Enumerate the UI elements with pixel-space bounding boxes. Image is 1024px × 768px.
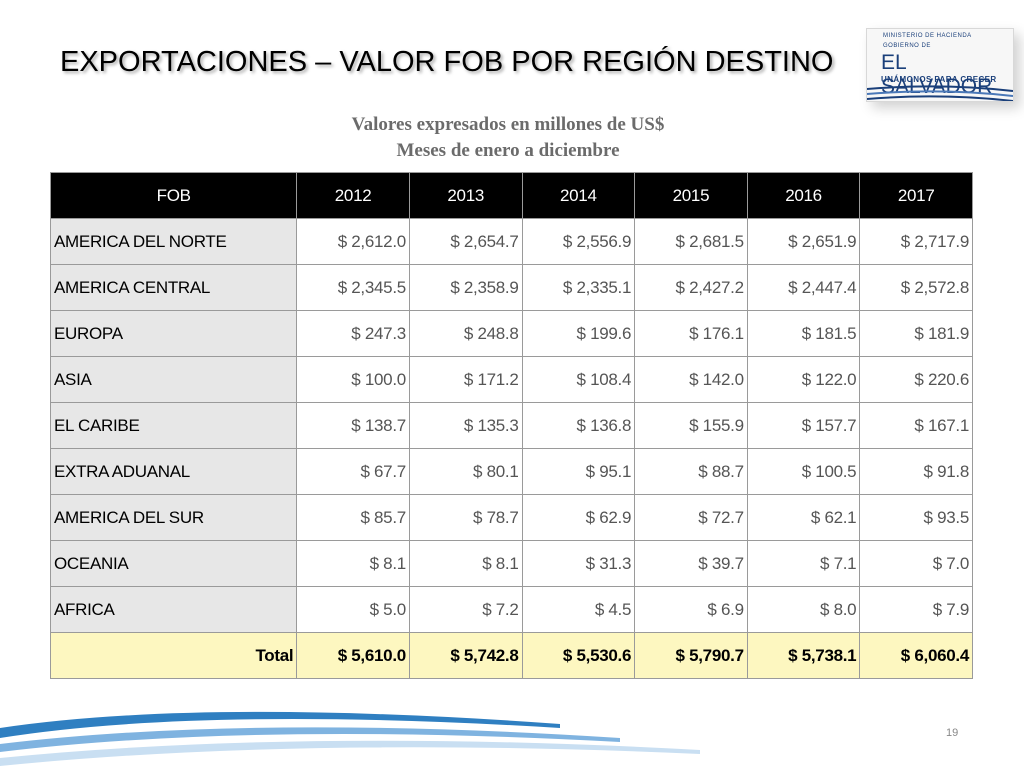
value-cell: $ 7.0: [859, 540, 973, 587]
table-row: EXTRA ADUANAL $ 67.7 $ 80.1 $ 95.1 $ 88.…: [49, 448, 973, 495]
value-cell: $ 4.5: [521, 586, 636, 633]
value-cell: $ 8.0: [746, 586, 861, 633]
table-row: AMERICA CENTRAL $ 2,345.5 $ 2,358.9 $ 2,…: [49, 264, 973, 311]
region-cell: EL CARIBE: [49, 402, 298, 449]
value-cell: $ 2,654.7: [408, 218, 523, 265]
value-cell: $ 176.1: [634, 310, 748, 357]
value-cell: $ 2,358.9: [408, 264, 523, 311]
region-cell: OCEANIA: [49, 540, 298, 587]
value-cell: $ 78.7: [408, 494, 523, 541]
value-cell: $ 138.7: [296, 402, 410, 449]
header-cell-2013: 2013: [408, 172, 523, 219]
value-cell: $ 85.7: [296, 494, 410, 541]
value-cell: $ 248.8: [408, 310, 523, 357]
value-cell: $ 167.1: [859, 402, 973, 449]
value-cell: $ 5.0: [296, 586, 410, 633]
header-cell-fob: FOB: [49, 172, 298, 219]
value-cell: $ 95.1: [521, 448, 636, 495]
table-row: AFRICA $ 5.0 $ 7.2 $ 4.5 $ 6.9 $ 8.0 $ 7…: [49, 586, 973, 633]
total-value-cell: $ 6,060.4: [859, 632, 973, 679]
region-cell: ASIA: [49, 356, 298, 403]
table-total-row: Total $ 5,610.0 $ 5,742.8 $ 5,530.6 $ 5,…: [49, 632, 973, 679]
value-cell: $ 39.7: [634, 540, 748, 587]
value-cell: $ 31.3: [521, 540, 636, 587]
value-cell: $ 2,572.8: [859, 264, 973, 311]
value-cell: $ 7.9: [859, 586, 973, 633]
el-salvador-logo: MINISTERIO DE HACIENDA GOBIERNO DE EL SA…: [866, 28, 1014, 102]
value-cell: $ 2,681.5: [634, 218, 748, 265]
table-row: EL CARIBE $ 138.7 $ 135.3 $ 136.8 $ 155.…: [49, 402, 973, 449]
value-cell: $ 2,345.5: [296, 264, 410, 311]
value-cell: $ 108.4: [521, 356, 636, 403]
value-cell: $ 2,556.9: [521, 218, 636, 265]
total-value-cell: $ 5,790.7: [634, 632, 748, 679]
total-label-cell: Total: [49, 632, 298, 679]
logo-gobierno-text: GOBIERNO DE: [883, 43, 931, 49]
value-cell: $ 171.2: [408, 356, 523, 403]
total-value-cell: $ 5,530.6: [521, 632, 636, 679]
value-cell: $ 157.7: [746, 402, 861, 449]
header-cell-2016: 2016: [746, 172, 861, 219]
logo-tagline-text: UNÁMONOS PARA CRECER: [881, 75, 997, 84]
value-cell: $ 7.2: [408, 586, 523, 633]
value-cell: $ 6.9: [634, 586, 748, 633]
value-cell: $ 67.7: [296, 448, 410, 495]
value-cell: $ 2,651.9: [746, 218, 861, 265]
region-cell: EUROPA: [49, 310, 298, 357]
logo-ministry-text: MINISTERIO DE HACIENDA: [883, 33, 972, 39]
value-cell: $ 2,717.9: [859, 218, 973, 265]
region-cell: EXTRA ADUANAL: [49, 448, 298, 495]
value-cell: $ 122.0: [746, 356, 861, 403]
value-cell: $ 142.0: [634, 356, 748, 403]
value-cell: $ 2,612.0: [296, 218, 410, 265]
subtitle-period: Meses de enero a diciembre: [396, 140, 620, 161]
decorative-swoosh-icon: [0, 711, 700, 766]
fob-region-table: FOB 2012 2013 2014 2015 2016 2017 AMERIC…: [49, 172, 973, 679]
region-cell: AMERICA DEL NORTE: [49, 218, 298, 265]
total-value-cell: $ 5,610.0: [296, 632, 410, 679]
value-cell: $ 7.1: [746, 540, 861, 587]
table-header-row: FOB 2012 2013 2014 2015 2016 2017: [49, 172, 973, 219]
value-cell: $ 80.1: [408, 448, 523, 495]
value-cell: $ 220.6: [859, 356, 973, 403]
value-cell: $ 100.5: [746, 448, 861, 495]
value-cell: $ 88.7: [634, 448, 748, 495]
value-cell: $ 247.3: [296, 310, 410, 357]
region-cell: AFRICA: [49, 586, 298, 633]
value-cell: $ 181.9: [859, 310, 973, 357]
value-cell: $ 72.7: [634, 494, 748, 541]
region-cell: AMERICA DEL SUR: [49, 494, 298, 541]
value-cell: $ 2,427.2: [634, 264, 748, 311]
value-cell: $ 199.6: [521, 310, 636, 357]
subtitle-units: Valores expresados en millones de US$: [351, 114, 665, 135]
value-cell: $ 8.1: [408, 540, 523, 587]
slide-title: EXPORTACIONES – VALOR FOB POR REGIÓN DES…: [60, 46, 834, 78]
value-cell: $ 8.1: [296, 540, 410, 587]
value-cell: $ 2,447.4: [746, 264, 861, 311]
header-cell-2015: 2015: [634, 172, 748, 219]
table-row: OCEANIA $ 8.1 $ 8.1 $ 31.3 $ 39.7 $ 7.1 …: [49, 540, 973, 587]
value-cell: $ 181.5: [746, 310, 861, 357]
total-value-cell: $ 5,742.8: [408, 632, 523, 679]
value-cell: $ 136.8: [521, 402, 636, 449]
value-cell: $ 62.9: [521, 494, 636, 541]
page-number: 19: [946, 727, 959, 739]
logo-stripes-icon: [867, 85, 1013, 101]
header-cell-2017: 2017: [859, 172, 973, 219]
table-row: ASIA $ 100.0 $ 171.2 $ 108.4 $ 142.0 $ 1…: [49, 356, 973, 403]
table-row: AMERICA DEL NORTE $ 2,612.0 $ 2,654.7 $ …: [49, 218, 973, 265]
value-cell: $ 155.9: [634, 402, 748, 449]
value-cell: $ 135.3: [408, 402, 523, 449]
table-row: AMERICA DEL SUR $ 85.7 $ 78.7 $ 62.9 $ 7…: [49, 494, 973, 541]
value-cell: $ 91.8: [859, 448, 973, 495]
table-row: EUROPA $ 247.3 $ 248.8 $ 199.6 $ 176.1 $…: [49, 310, 973, 357]
value-cell: $ 2,335.1: [521, 264, 636, 311]
value-cell: $ 100.0: [296, 356, 410, 403]
header-cell-2012: 2012: [296, 172, 410, 219]
value-cell: $ 62.1: [746, 494, 861, 541]
total-value-cell: $ 5,738.1: [746, 632, 861, 679]
region-cell: AMERICA CENTRAL: [49, 264, 298, 311]
value-cell: $ 93.5: [859, 494, 973, 541]
header-cell-2014: 2014: [521, 172, 636, 219]
